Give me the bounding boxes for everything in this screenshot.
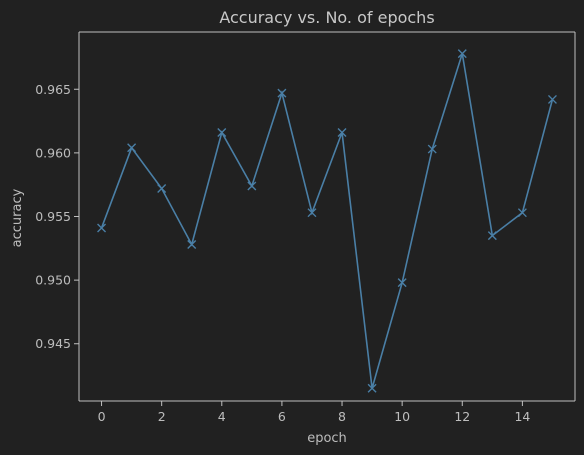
y-tick-label: 0.950 bbox=[35, 273, 71, 288]
x-tick-label: 14 bbox=[514, 409, 530, 424]
y-tick-label: 0.965 bbox=[35, 82, 71, 97]
data-point-marker bbox=[97, 223, 107, 233]
data-point-marker bbox=[307, 208, 317, 218]
data-point-marker bbox=[127, 143, 137, 153]
data-point-marker bbox=[517, 208, 527, 218]
y-tick-label: 0.955 bbox=[35, 209, 71, 224]
data-point-marker bbox=[397, 278, 407, 288]
y-tick-label: 0.945 bbox=[35, 336, 71, 351]
data-point-marker bbox=[337, 128, 347, 138]
data-point-marker bbox=[247, 181, 257, 191]
y-axis-label: accuracy bbox=[10, 188, 25, 247]
x-axis-label: epoch bbox=[307, 431, 347, 446]
series-group bbox=[97, 49, 557, 393]
data-point-marker bbox=[487, 231, 497, 241]
x-tick-label: 10 bbox=[394, 409, 410, 424]
x-tick-label: 0 bbox=[98, 409, 106, 424]
data-point-marker bbox=[157, 184, 167, 194]
data-point-marker bbox=[277, 88, 287, 98]
data-point-marker bbox=[367, 383, 377, 393]
data-point-marker bbox=[187, 239, 197, 249]
data-point-marker bbox=[217, 128, 227, 138]
x-tick-label: 4 bbox=[218, 409, 226, 424]
x-tick-label: 12 bbox=[454, 409, 470, 424]
y-ticks: 0.945 0.950 0.955 0.960 0.965 bbox=[35, 82, 79, 351]
y-tick-label: 0.960 bbox=[35, 145, 71, 160]
chart-title: Accuracy vs. No. of epochs bbox=[219, 8, 434, 27]
plot-axes bbox=[78, 31, 576, 402]
x-tick-label: 2 bbox=[158, 409, 166, 424]
accuracy-line bbox=[100, 53, 554, 389]
x-ticks: 0 2 4 6 8 10 12 14 bbox=[98, 401, 530, 424]
x-tick-label: 8 bbox=[338, 409, 346, 424]
data-point-marker bbox=[547, 94, 557, 104]
x-tick-label: 6 bbox=[278, 409, 286, 424]
data-point-marker bbox=[427, 144, 437, 154]
data-point-marker bbox=[457, 49, 467, 59]
